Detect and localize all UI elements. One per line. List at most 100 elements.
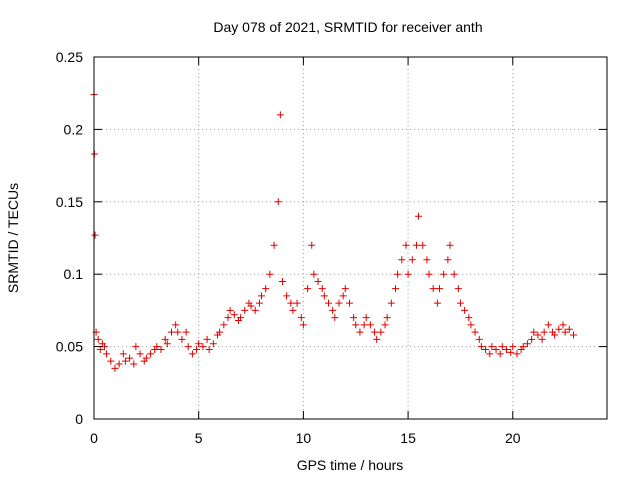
x-axis-label: GPS time / hours bbox=[297, 457, 404, 473]
data-point bbox=[523, 340, 531, 348]
data-point bbox=[429, 285, 437, 293]
data-point bbox=[425, 270, 433, 278]
data-point bbox=[121, 357, 129, 365]
data-point bbox=[456, 299, 464, 307]
data-point bbox=[404, 270, 412, 278]
data-point bbox=[287, 299, 295, 307]
data-point bbox=[107, 357, 115, 365]
data-point bbox=[561, 328, 569, 336]
data-point bbox=[509, 343, 517, 351]
data-point bbox=[226, 306, 234, 314]
plot-frame bbox=[93, 56, 608, 420]
data-point bbox=[440, 270, 448, 278]
data-point bbox=[247, 302, 255, 310]
data-point bbox=[172, 321, 180, 329]
data-point bbox=[555, 325, 563, 333]
data-point bbox=[320, 292, 328, 300]
data-point bbox=[371, 328, 379, 336]
data-point bbox=[471, 328, 479, 336]
data-point bbox=[136, 350, 144, 358]
y-tick-label: 0.15 bbox=[56, 194, 83, 210]
data-point bbox=[111, 364, 119, 372]
data-point bbox=[461, 306, 469, 314]
data-point bbox=[314, 277, 322, 285]
x-axis-tick-labels: 0 5 10 15 20 bbox=[90, 430, 521, 446]
data-point bbox=[163, 340, 171, 348]
data-point bbox=[182, 328, 190, 336]
data-point bbox=[477, 343, 485, 351]
data-point bbox=[502, 345, 510, 353]
data-point bbox=[412, 241, 420, 249]
data-point bbox=[274, 198, 282, 206]
data-point bbox=[362, 314, 370, 322]
data-point bbox=[373, 335, 381, 343]
x-tick-label: 0 bbox=[90, 430, 98, 446]
data-point bbox=[475, 335, 483, 343]
data-point bbox=[205, 345, 213, 353]
data-point bbox=[132, 343, 140, 351]
data-point bbox=[220, 321, 228, 329]
y-tick-label: 0.1 bbox=[64, 266, 84, 282]
data-point bbox=[467, 321, 475, 329]
data-point bbox=[224, 314, 232, 322]
data-point bbox=[360, 321, 368, 329]
y-axis-label: SRMTID / TECUs bbox=[5, 183, 21, 293]
data-point bbox=[184, 343, 192, 351]
data-point bbox=[507, 348, 515, 356]
data-point bbox=[147, 350, 155, 358]
x-tick-label: 5 bbox=[195, 430, 203, 446]
data-point bbox=[251, 306, 259, 314]
data-point bbox=[540, 328, 548, 336]
data-point bbox=[513, 350, 521, 358]
data-point bbox=[488, 343, 496, 351]
data-point bbox=[559, 321, 567, 329]
data-point bbox=[366, 321, 374, 329]
data-point bbox=[419, 241, 427, 249]
data-point bbox=[408, 256, 416, 264]
data-point bbox=[482, 345, 490, 353]
data-point bbox=[241, 306, 249, 314]
y-axis-tick-labels: 0 0.05 0.1 0.15 0.2 0.25 bbox=[56, 49, 83, 427]
data-point bbox=[534, 331, 542, 339]
data-point bbox=[492, 345, 500, 353]
data-point bbox=[341, 285, 349, 293]
data-point bbox=[126, 354, 134, 362]
data-point bbox=[289, 306, 297, 314]
data-point bbox=[130, 360, 138, 368]
x-tick-label: 10 bbox=[296, 430, 312, 446]
data-point bbox=[270, 241, 278, 249]
x-tick-label: 20 bbox=[505, 430, 521, 446]
data-point bbox=[444, 256, 452, 264]
data-point bbox=[304, 285, 312, 293]
data-point bbox=[255, 299, 263, 307]
chart-title: Day 078 of 2021, SRMTID for receiver ant… bbox=[213, 19, 482, 35]
data-point bbox=[203, 335, 211, 343]
data-point bbox=[266, 270, 274, 278]
data-point bbox=[157, 345, 165, 353]
data-point bbox=[96, 345, 104, 353]
data-point bbox=[356, 328, 364, 336]
data-point bbox=[299, 321, 307, 329]
data-point bbox=[331, 314, 339, 322]
data-point bbox=[297, 314, 305, 322]
y-tick-label: 0 bbox=[75, 411, 83, 427]
data-point bbox=[398, 256, 406, 264]
data-point bbox=[174, 328, 182, 336]
x-tick-label: 15 bbox=[400, 430, 416, 446]
grid-lines bbox=[94, 57, 607, 419]
data-point bbox=[100, 343, 108, 351]
data-point bbox=[199, 343, 207, 351]
data-point bbox=[530, 328, 538, 336]
data-point bbox=[216, 328, 224, 336]
data-point bbox=[278, 277, 286, 285]
axis-ticks bbox=[93, 56, 607, 420]
y-tick-label: 0.05 bbox=[56, 339, 83, 355]
data-point bbox=[565, 325, 573, 333]
data-point bbox=[329, 306, 337, 314]
data-point bbox=[195, 340, 203, 348]
data-point bbox=[237, 314, 245, 322]
data-point bbox=[258, 292, 266, 300]
data-point bbox=[377, 328, 385, 336]
y-tick-label: 0.2 bbox=[64, 121, 84, 137]
